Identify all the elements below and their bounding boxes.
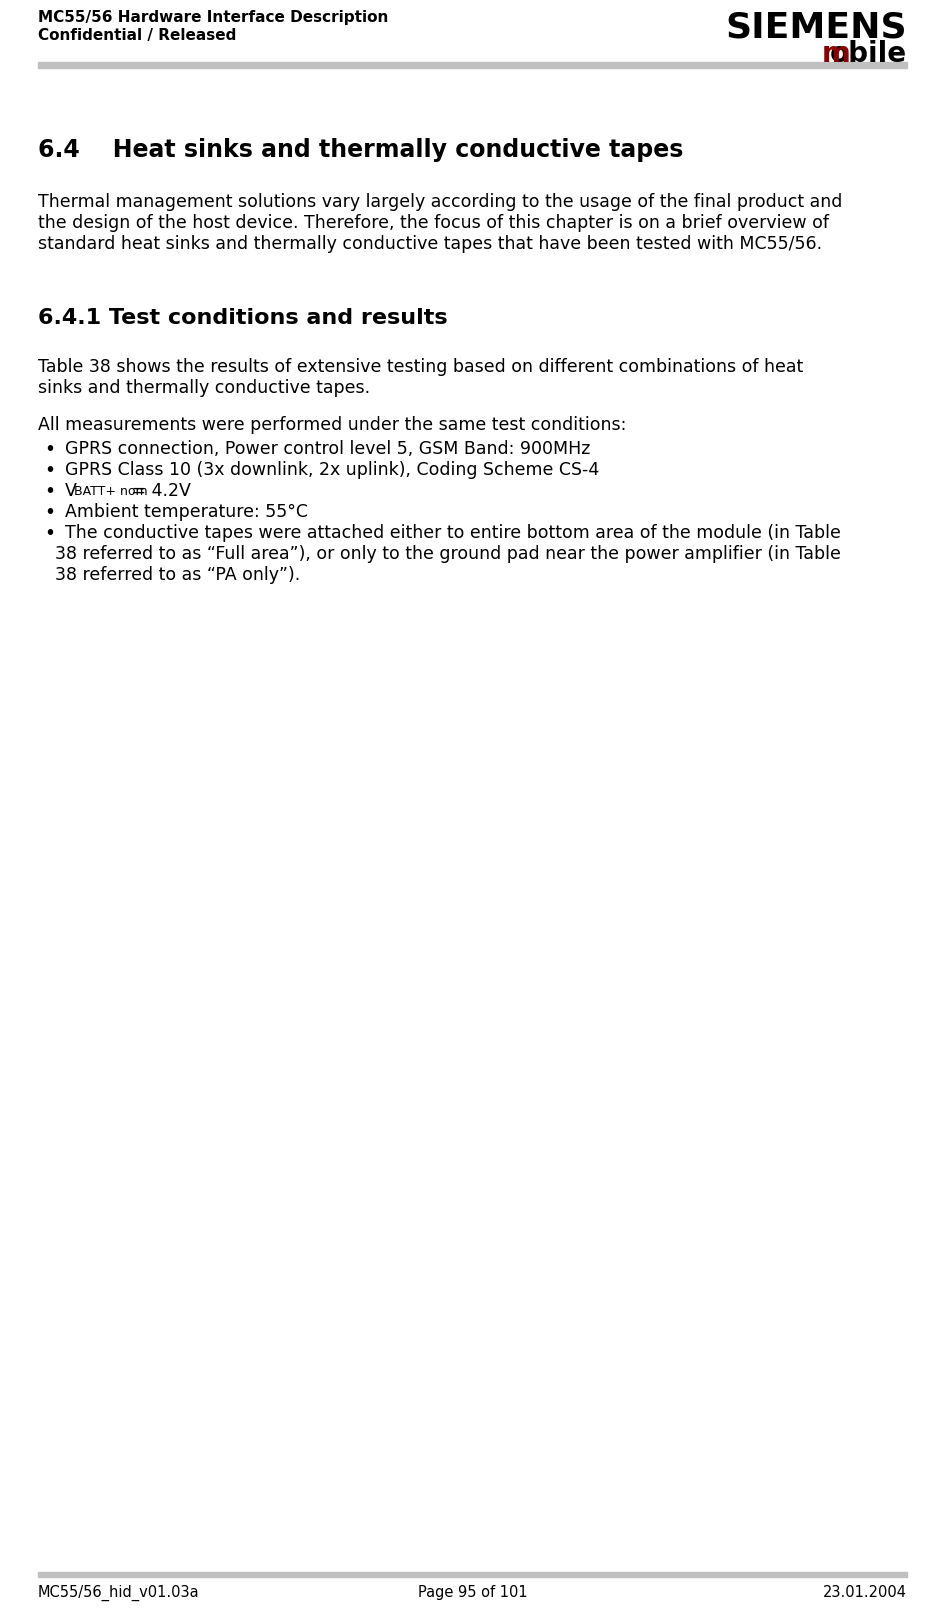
Text: GPRS Class 10 (3x downlink, 2x uplink), Coding Scheme CS-4: GPRS Class 10 (3x downlink, 2x uplink), …	[65, 461, 598, 479]
Text: SIEMENS: SIEMENS	[725, 10, 906, 44]
Text: •: •	[44, 503, 56, 523]
Text: MC55/56_hid_v01.03a: MC55/56_hid_v01.03a	[38, 1586, 199, 1602]
Text: sinks and thermally conductive tapes.: sinks and thermally conductive tapes.	[38, 379, 370, 396]
Text: m: m	[821, 40, 851, 68]
Text: •: •	[44, 482, 56, 502]
Text: = 4.2V: = 4.2V	[126, 482, 191, 500]
Text: •: •	[44, 461, 56, 481]
Text: Ambient temperature: 55°C: Ambient temperature: 55°C	[65, 503, 308, 521]
Text: 38 referred to as “PA only”).: 38 referred to as “PA only”).	[55, 566, 300, 584]
Text: Thermal management solutions vary largely according to the usage of the final pr: Thermal management solutions vary largel…	[38, 193, 841, 210]
Text: 6.4.1 Test conditions and results: 6.4.1 Test conditions and results	[38, 307, 447, 328]
Text: V: V	[65, 482, 76, 500]
Text: Confidential / Released: Confidential / Released	[38, 28, 236, 44]
Text: Page 95 of 101: Page 95 of 101	[417, 1586, 527, 1600]
Text: obile: obile	[829, 40, 906, 68]
Text: •: •	[44, 440, 56, 460]
Text: standard heat sinks and thermally conductive tapes that have been tested with MC: standard heat sinks and thermally conduc…	[38, 235, 821, 252]
Text: •: •	[44, 524, 56, 544]
Bar	[38, 1573, 906, 1578]
Text: MC55/56 Hardware Interface Description: MC55/56 Hardware Interface Description	[38, 10, 388, 24]
Text: The conductive tapes were attached either to entire bottom area of the module (i: The conductive tapes were attached eithe…	[65, 524, 840, 542]
Text: the design of the host device. Therefore, the focus of this chapter is on a brie: the design of the host device. Therefore…	[38, 214, 828, 231]
Text: BATT+ nom: BATT+ nom	[74, 485, 147, 498]
Text: 23.01.2004: 23.01.2004	[822, 1586, 906, 1600]
Text: All measurements were performed under the same test conditions:: All measurements were performed under th…	[38, 416, 626, 434]
Text: GPRS connection, Power control level 5, GSM Band: 900MHz: GPRS connection, Power control level 5, …	[65, 440, 590, 458]
Bar	[38, 61, 906, 68]
Text: Table 38 shows the results of extensive testing based on different combinations : Table 38 shows the results of extensive …	[38, 358, 802, 375]
Text: 38 referred to as “Full area”), or only to the ground pad near the power amplifi: 38 referred to as “Full area”), or only …	[55, 545, 840, 563]
Text: 6.4    Heat sinks and thermally conductive tapes: 6.4 Heat sinks and thermally conductive …	[38, 138, 683, 162]
